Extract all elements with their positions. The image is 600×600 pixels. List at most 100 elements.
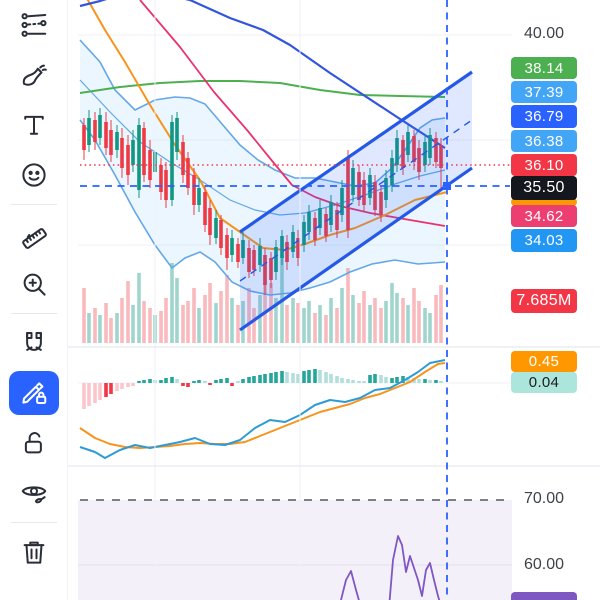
macd-histogram-bar xyxy=(230,383,234,386)
volume-bar xyxy=(395,293,399,343)
volume-value-badge: 7.685M xyxy=(511,289,577,313)
candle xyxy=(175,118,179,152)
macd-histogram-bar xyxy=(186,383,190,387)
volume-bar xyxy=(214,303,218,343)
macd-histogram-bar xyxy=(247,377,251,383)
candle xyxy=(406,132,410,155)
candle xyxy=(417,148,421,172)
rsi-band-fill xyxy=(78,500,512,600)
volume-bar xyxy=(93,308,97,343)
macd-histogram-bar xyxy=(373,374,377,383)
hide-all-drawings-button[interactable] xyxy=(9,471,59,515)
volume-bar xyxy=(263,258,267,343)
volume-bar xyxy=(318,305,322,343)
candle xyxy=(115,132,119,150)
candle xyxy=(351,168,355,195)
brush-tool-button[interactable] xyxy=(9,53,59,97)
candle xyxy=(252,250,256,270)
macd-histogram-bar xyxy=(87,383,91,406)
candle xyxy=(434,138,438,162)
candle xyxy=(236,244,240,262)
candle xyxy=(390,158,394,185)
volume-bar xyxy=(98,315,102,343)
drawing-toolbar xyxy=(0,0,68,600)
eye-brush-icon xyxy=(21,486,46,504)
stay-in-drawing-mode-button[interactable] xyxy=(8,371,59,415)
candle xyxy=(428,135,432,158)
volume-bar xyxy=(390,283,394,343)
crosshair-marker xyxy=(443,182,451,190)
volume-bar xyxy=(302,308,306,343)
candle xyxy=(439,145,443,168)
candle xyxy=(373,182,377,210)
channel-fill xyxy=(240,72,472,330)
volume-bar xyxy=(274,298,278,343)
candle xyxy=(137,125,141,190)
candle xyxy=(291,232,295,252)
candle xyxy=(142,128,146,175)
candle xyxy=(247,248,251,272)
emoji-tool-button[interactable] xyxy=(9,153,59,197)
candle xyxy=(318,208,322,228)
volume-bar xyxy=(247,288,251,343)
volume-bar xyxy=(181,305,185,343)
alert-line-price-badge: 36.10 xyxy=(511,154,577,176)
crosshair-price-badge: 35.50 xyxy=(511,176,577,200)
magnet-mode-button[interactable] xyxy=(9,321,59,365)
macd-histogram-bar xyxy=(434,380,438,383)
bb-basis-price-badge: 36.38 xyxy=(511,130,577,152)
volume-bar xyxy=(329,298,333,343)
candle xyxy=(170,122,174,200)
toolbar-divider xyxy=(10,522,57,523)
volume-bar xyxy=(401,298,405,343)
text-tool-button[interactable] xyxy=(9,103,59,147)
volume-bar xyxy=(186,301,190,343)
macd-histogram-bar xyxy=(362,381,366,383)
candle xyxy=(274,247,278,272)
macd-histogram-bar xyxy=(219,379,223,383)
macd-signal-line xyxy=(79,362,446,449)
volume-bar xyxy=(109,318,113,343)
volume-bar xyxy=(120,298,124,343)
volume-bar xyxy=(406,305,410,343)
macd-histogram-bar xyxy=(417,379,421,383)
macd-histogram-bar xyxy=(428,380,432,383)
volume-bar xyxy=(82,288,86,343)
macd-histogram-bar xyxy=(159,380,163,383)
macd-line xyxy=(79,359,446,459)
lock-all-drawings-button[interactable] xyxy=(9,421,59,465)
text-icon xyxy=(23,115,44,135)
macd-histogram-bar xyxy=(131,383,135,386)
macd-histogram-bar xyxy=(115,383,119,391)
lower-indicator-pane xyxy=(78,499,512,600)
macd-histogram-bar xyxy=(384,377,388,383)
blue-ma-price-badge: 36.79 xyxy=(511,105,577,128)
trend-lines-icon xyxy=(20,13,46,37)
volume-bar xyxy=(346,268,350,343)
macd-histogram-bar xyxy=(263,374,267,383)
volume-bar xyxy=(104,303,108,343)
macd-signal-badge: 0.45 xyxy=(511,351,577,372)
macd-histogram-bar xyxy=(104,383,108,397)
macd-histogram-bar xyxy=(357,381,361,383)
main-pane xyxy=(78,0,512,343)
volume-bar xyxy=(170,263,174,343)
measure-tool-button[interactable] xyxy=(9,212,59,256)
candle xyxy=(329,202,333,225)
macd-histogram-bar xyxy=(192,381,196,383)
macd-histogram-bar xyxy=(109,383,113,394)
remove-all-drawings-button[interactable] xyxy=(9,530,59,574)
volume-bar xyxy=(175,278,179,343)
volume-bar xyxy=(87,313,91,343)
macd-histogram-bar xyxy=(335,376,339,383)
macd-histogram-bar xyxy=(291,373,295,383)
candle xyxy=(362,180,366,205)
trend-line-tools-button[interactable] xyxy=(9,3,59,47)
candle xyxy=(104,122,108,148)
candle xyxy=(131,140,135,165)
volume-bar xyxy=(368,305,372,343)
zoom-in-tool-button[interactable] xyxy=(9,262,59,306)
lock-open-icon xyxy=(24,432,42,454)
